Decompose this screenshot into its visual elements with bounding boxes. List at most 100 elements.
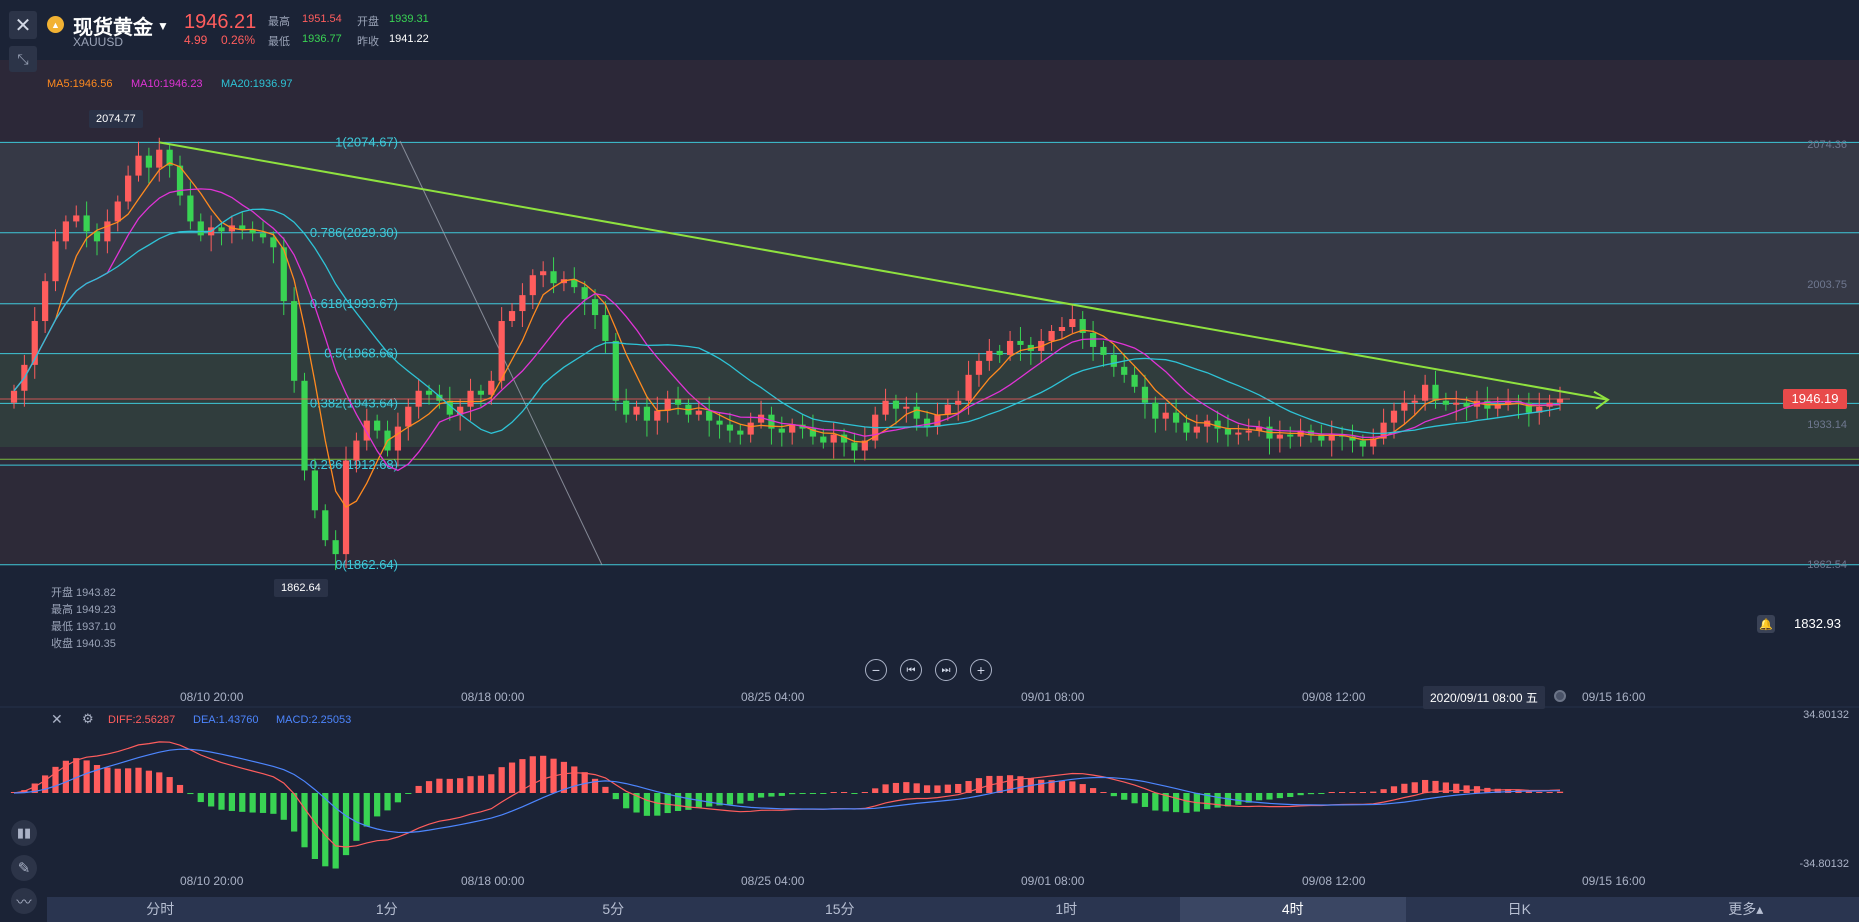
macd-bar	[1100, 792, 1107, 793]
candle-body	[145, 155, 152, 168]
macd-settings-icon[interactable]: ⚙	[82, 711, 94, 726]
macd-close-icon[interactable]: ✕	[51, 711, 63, 727]
candle-body	[62, 221, 69, 242]
tab-fenshi[interactable]: 分时	[146, 901, 175, 917]
macd-bar	[291, 793, 298, 832]
draw-tool-icon[interactable]: ✎	[11, 855, 37, 881]
macd-bar	[1546, 792, 1553, 793]
candle-body	[311, 470, 319, 511]
zoom-in-button[interactable]: +	[970, 659, 992, 681]
candle-body	[643, 406, 651, 421]
candle-body	[923, 418, 931, 427]
macd-bar	[1359, 792, 1366, 793]
alert-bell-icon[interactable]: 🔔	[1757, 615, 1775, 633]
candle-body	[913, 406, 920, 419]
macd-bar	[1266, 793, 1273, 800]
candle-body	[156, 149, 163, 168]
macd-bar	[851, 793, 858, 794]
macd-bar	[249, 793, 256, 813]
macd-bar	[737, 793, 744, 804]
close-icon[interactable]: ✕	[9, 11, 37, 39]
macd-bar	[467, 776, 474, 793]
macd-bar	[374, 793, 381, 817]
macd-bar	[104, 767, 111, 793]
gold-coin-icon: ▲	[47, 16, 64, 33]
ohlc-close: 收盘 1940.35	[51, 638, 116, 650]
macd-bar	[674, 793, 682, 812]
macd-bar	[156, 772, 163, 793]
macd-bar	[540, 755, 547, 793]
tab-1hour[interactable]: 1时	[1055, 901, 1078, 917]
macd-bar	[363, 793, 370, 827]
candle-body	[498, 321, 505, 381]
tab-4hour[interactable]: 4时	[1179, 897, 1406, 922]
macd-bar	[145, 770, 152, 793]
candle-body	[1193, 426, 1200, 433]
tab-1min[interactable]: 1分	[375, 901, 398, 917]
macd-bar	[1183, 793, 1190, 813]
tab-daily[interactable]: 日K	[1507, 901, 1531, 917]
candle-body	[218, 227, 225, 232]
top-value-badge: 2074.77	[89, 110, 143, 128]
macd-bar	[1338, 792, 1346, 793]
macd-bar	[1505, 789, 1512, 793]
candle-body	[52, 241, 59, 282]
candle-body	[457, 406, 464, 415]
macd-bar	[685, 793, 692, 810]
scroll-left-button[interactable]: ⏮	[900, 659, 922, 681]
macd-bar	[1131, 793, 1138, 804]
candle-body	[757, 414, 765, 423]
macd-bar	[62, 760, 69, 793]
candle-body	[706, 410, 713, 421]
macd-bar	[73, 758, 80, 793]
candlestick-type-icon[interactable]: ▮▮	[11, 820, 37, 846]
instrument-title[interactable]: 现货黄金 ▼	[73, 11, 169, 40]
macd-bar	[633, 793, 640, 813]
candle-body	[612, 340, 619, 401]
macd-bar	[436, 778, 443, 793]
candle-body	[1318, 434, 1325, 441]
zoom-out-button[interactable]: −	[865, 659, 887, 681]
macd-bar	[270, 793, 277, 814]
macd-bar	[228, 793, 236, 811]
scroll-right-button[interactable]: ⏭	[935, 659, 957, 681]
macd-bar	[1463, 785, 1470, 793]
collapse-icon[interactable]: ⤡	[9, 46, 37, 72]
macd-bar	[571, 766, 578, 793]
candle-body	[830, 434, 837, 443]
indicator-icon[interactable]: 〰	[11, 888, 37, 914]
cursor-dot-icon[interactable]	[1554, 690, 1566, 702]
macd-bar	[125, 768, 132, 793]
macd-bar	[820, 793, 827, 794]
open-label: 开盘	[357, 16, 379, 28]
candle-body	[239, 225, 246, 230]
candle-body	[1432, 384, 1439, 401]
candle-body	[280, 247, 287, 302]
candle-body	[93, 231, 101, 242]
ohlc-low: 最低 1937.10	[51, 621, 116, 633]
macd-bar	[1079, 784, 1086, 793]
macd-bar	[1141, 793, 1149, 807]
candle-body	[903, 406, 910, 409]
macd-bar	[1432, 780, 1439, 793]
last-price: 1946.21	[184, 11, 257, 33]
high-label: 最高	[268, 16, 290, 28]
macd-bar	[726, 793, 734, 805]
macd-bar	[1536, 792, 1543, 793]
candle-body	[1079, 319, 1086, 333]
macd-bar	[1172, 793, 1180, 813]
candle-body	[1494, 404, 1501, 409]
tab-5min[interactable]: 5分	[602, 901, 625, 917]
dropdown-caret-icon[interactable]: ▼	[157, 19, 169, 33]
candle-body	[425, 390, 433, 395]
candle-body	[737, 430, 744, 435]
low-label: 最低	[268, 36, 290, 48]
tab-15min[interactable]: 15分	[824, 901, 855, 917]
candle-body	[654, 410, 661, 421]
candle-body	[623, 400, 630, 415]
macd-bar	[52, 766, 59, 793]
tab-more[interactable]: 更多▴	[1728, 901, 1764, 917]
macd-bar	[1453, 783, 1460, 793]
candle-body	[519, 295, 526, 312]
